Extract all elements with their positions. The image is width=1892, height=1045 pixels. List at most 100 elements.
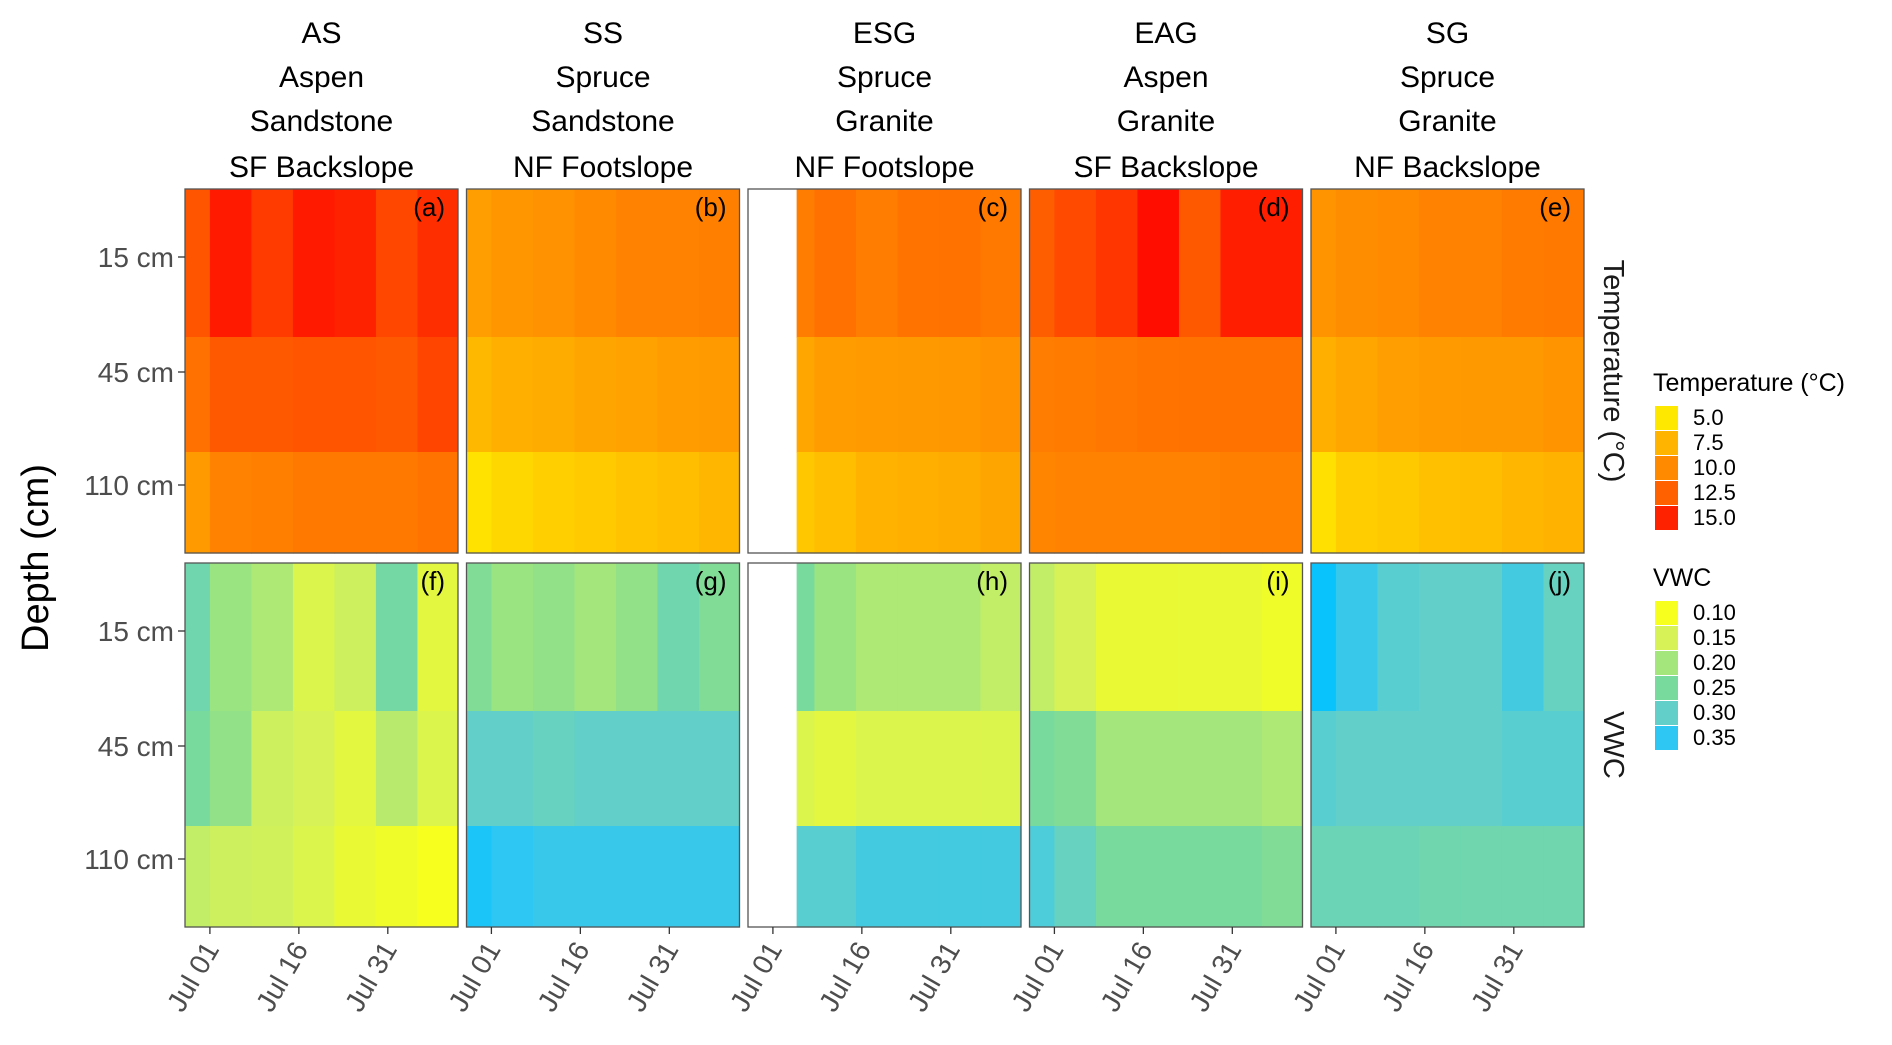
- heatmap-cell: [1543, 826, 1585, 928]
- heatmap-cell: [185, 711, 211, 827]
- heatmap-cell: [417, 826, 459, 928]
- heatmap-cell: [796, 337, 816, 453]
- heatmap-cell: [491, 826, 534, 928]
- heatmap-cell: [615, 189, 659, 338]
- legend-swatch: [1655, 726, 1678, 750]
- heatmap-cell: [1501, 189, 1545, 338]
- heatmap-panel: [1028, 188, 1304, 554]
- heatmap-cell: [1501, 563, 1545, 712]
- y-tick-label: 15 cm: [98, 242, 174, 273]
- panel-border: [747, 562, 1022, 928]
- heatmap-cell: [1178, 189, 1222, 338]
- panel-label: (j): [1548, 566, 1571, 596]
- heatmap-cell: [615, 711, 659, 827]
- heatmap-cell: [980, 563, 1022, 712]
- strip-title-rock: Sandstone: [250, 105, 393, 138]
- heatmap-cell: [796, 826, 816, 928]
- heatmap-panel: [747, 188, 1022, 554]
- heatmap-cell: [1460, 711, 1503, 827]
- heatmap-cell: [796, 452, 816, 554]
- heatmap-cell: [375, 189, 419, 338]
- panel-border: [1028, 188, 1304, 554]
- x-tick-label: Jul 16: [813, 937, 877, 1017]
- heatmap-cell: [417, 189, 459, 338]
- strip-title-rock: Sandstone: [531, 105, 674, 138]
- heatmap-cell: [1335, 337, 1379, 453]
- heatmap-cell: [417, 563, 459, 712]
- heatmap-cell: [574, 711, 617, 827]
- heatmap-cell: [1095, 189, 1139, 338]
- strip-title-code: ESG: [853, 17, 916, 50]
- heatmap-cell: [1220, 826, 1263, 928]
- legend-swatch: [1655, 676, 1678, 700]
- heatmap-cell: [417, 711, 459, 827]
- heatmap-panel: [1028, 562, 1304, 928]
- heatmap-cell: [491, 711, 534, 827]
- x-tick-label: Jul 31: [620, 937, 684, 1017]
- heatmap-cell: [814, 711, 857, 827]
- heatmap-cell: [185, 563, 211, 712]
- panel-label: (c): [978, 192, 1008, 222]
- panel-border: [184, 188, 459, 554]
- legend-swatch: [1655, 651, 1678, 675]
- heatmap-cell: [615, 337, 659, 453]
- heatmap-cell: [292, 563, 336, 712]
- heatmap-cell: [209, 452, 253, 554]
- heatmap-cell: [980, 826, 1022, 928]
- strip-title-rock: Granite: [835, 105, 933, 138]
- heatmap-cell: [375, 826, 419, 928]
- heatmap-cell: [1543, 337, 1585, 453]
- y-tick-label: 110 cm: [84, 470, 174, 501]
- y-tick-label: 45 cm: [98, 357, 174, 388]
- panel-label: (f): [420, 566, 445, 596]
- heatmap-cell: [185, 826, 211, 928]
- legend-swatch: [1655, 506, 1678, 530]
- heatmap-panel: [465, 188, 741, 554]
- panel-border: [1310, 562, 1585, 928]
- heatmap-cell: [1501, 337, 1545, 453]
- x-tick-label: Jul 01: [1287, 937, 1351, 1017]
- panel-border: [465, 188, 741, 554]
- heatmap-cell: [796, 563, 816, 712]
- heatmap-cell: [814, 189, 857, 338]
- x-tick-label: Jul 01: [724, 937, 788, 1017]
- panel-border: [465, 562, 741, 928]
- heatmap-cell: [938, 563, 982, 712]
- strip-title-code: AS: [301, 17, 341, 50]
- heatmap-cell: [1261, 337, 1303, 453]
- legend-label: 0.10: [1693, 600, 1736, 625]
- heatmap-cell: [209, 826, 253, 928]
- heatmap-cell: [1543, 563, 1585, 712]
- heatmap-cell: [491, 337, 534, 453]
- x-tick-label: Jul 01: [161, 937, 225, 1017]
- heatmap-cell: [185, 189, 211, 338]
- heatmap-cell: [615, 452, 659, 554]
- heatmap-cell: [897, 826, 940, 928]
- heatmap-cell: [1460, 452, 1503, 554]
- heatmap-cell: [1137, 452, 1180, 554]
- heatmap-cell: [1220, 189, 1263, 338]
- heatmap-cell: [1178, 452, 1222, 554]
- heatmap-cell: [574, 452, 617, 554]
- heatmap-cell: [1137, 563, 1180, 712]
- strip-title-position: NF Backslope: [1354, 151, 1541, 184]
- heatmap-cell: [814, 452, 857, 554]
- legend-swatch: [1655, 626, 1678, 650]
- strip-title-position: SF Backslope: [1073, 151, 1258, 184]
- heatmap-cell: [657, 563, 700, 712]
- heatmap-cell: [574, 337, 617, 453]
- heatmap-cell: [1054, 826, 1097, 928]
- strip-title-forest: Aspen: [1123, 61, 1208, 94]
- heatmap-cell: [466, 452, 493, 554]
- heatmap-cell: [1335, 826, 1379, 928]
- heatmap-cell: [897, 563, 940, 712]
- heatmap-cell: [814, 337, 857, 453]
- legend-swatch: [1655, 481, 1678, 505]
- heatmap-cell: [615, 563, 659, 712]
- heatmap-cell: [466, 337, 493, 453]
- heatmap-cell: [855, 189, 899, 338]
- strip-title-forest: Spruce: [837, 61, 932, 94]
- heatmap-cell: [417, 337, 459, 453]
- heatmap-cell: [334, 337, 377, 453]
